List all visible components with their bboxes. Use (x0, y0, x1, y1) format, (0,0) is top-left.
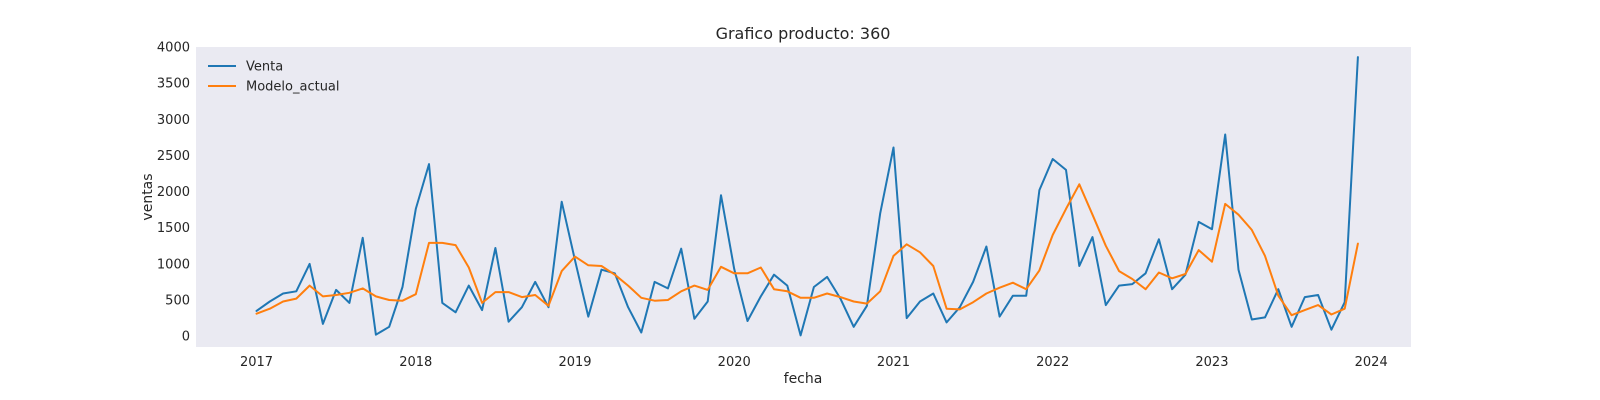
y-tick-label: 500 (165, 294, 190, 309)
x-tick-label: 2020 (718, 355, 751, 370)
y-tick-label: 2000 (157, 185, 190, 200)
y-axis: 0 500 1000 1500 2000 2500 3000 3500 4000 (157, 41, 190, 345)
y-tick-label: 1000 (157, 257, 190, 272)
legend-label: Venta (246, 60, 283, 75)
x-axis-label: fecha (784, 371, 823, 387)
x-tick-label: 2018 (399, 355, 432, 370)
y-tick-label: 4000 (157, 41, 190, 56)
series-line-modelo-actual (255, 183, 1359, 317)
x-tick-label: 2017 (240, 355, 273, 370)
y-tick-label: 1500 (157, 221, 190, 236)
y-axis-label: ventas (140, 173, 156, 220)
x-axis: 2017 2018 2019 2020 2021 2022 2023 2024 (240, 355, 1388, 370)
y-tick-label: 3500 (157, 77, 190, 92)
x-tick-label: 2024 (1355, 355, 1388, 370)
legend-label: Modelo_actual (246, 80, 340, 95)
legend: Venta Modelo_actual (208, 60, 340, 95)
x-tick-label: 2023 (1195, 355, 1228, 370)
series-lines (255, 56, 1359, 337)
x-tick-label: 2022 (1036, 355, 1069, 370)
series-line-venta (255, 56, 1359, 337)
chart-title: Grafico producto: 360 (716, 24, 891, 43)
y-tick-label: 3000 (157, 113, 190, 128)
y-tick-label: 0 (182, 330, 190, 345)
x-tick-label: 2019 (558, 355, 591, 370)
plot-area (196, 47, 1411, 347)
x-tick-label: 2021 (877, 355, 910, 370)
y-tick-label: 2500 (157, 149, 190, 164)
